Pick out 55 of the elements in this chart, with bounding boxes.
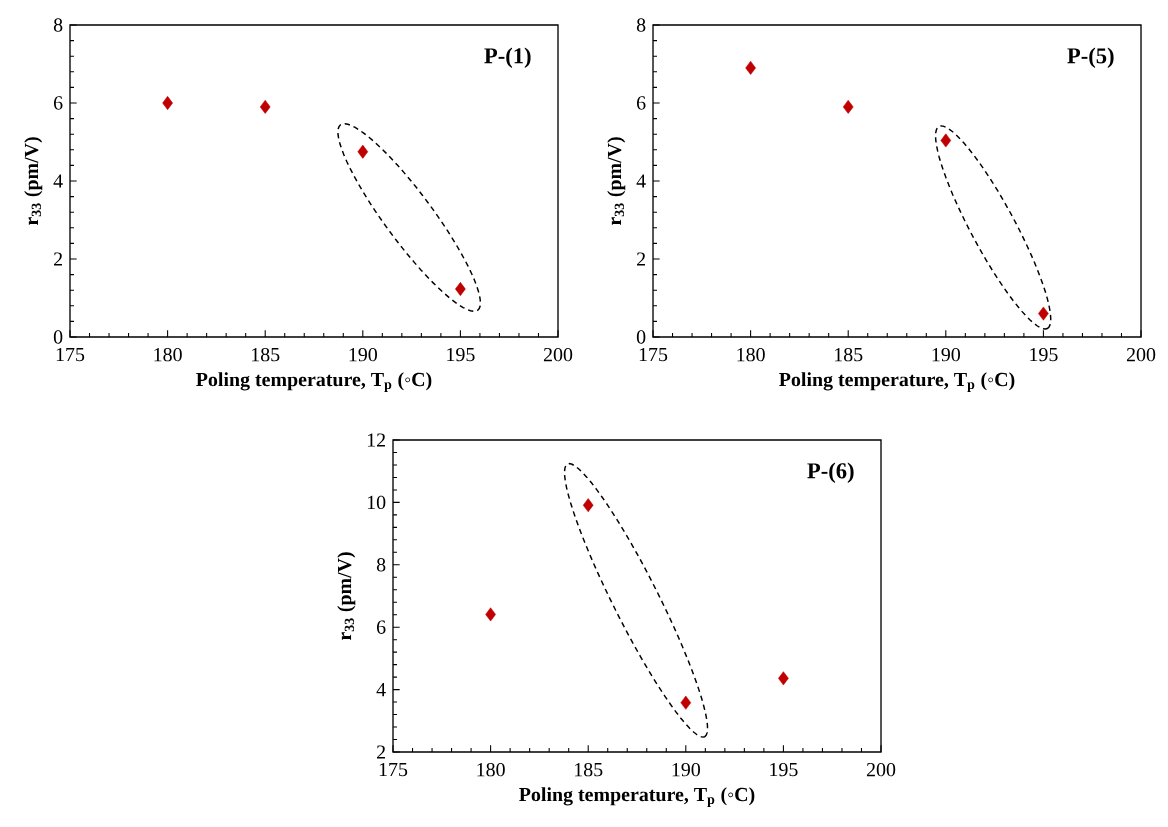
y-axis-title: r$_{33}$ (pm/V) [337, 552, 356, 641]
point [582, 498, 594, 513]
y-axis-title: r$_{33}$ (pm/V) [24, 137, 43, 226]
point [680, 695, 692, 710]
x-tick-label: 195 [770, 762, 798, 777]
y-tick-label: 0 [636, 330, 646, 344]
x-tick-label: 180 [477, 762, 505, 777]
text: P-(5) [1067, 47, 1114, 68]
x-tick-label: 190 [932, 347, 960, 362]
y-tick-label: 8 [53, 18, 63, 32]
point [842, 99, 854, 114]
y-tick-label: 2 [377, 745, 385, 759]
point [745, 60, 756, 75]
x-tick-label: 180 [154, 347, 182, 362]
x-tick-label: 200 [1126, 347, 1156, 362]
y-tick-label: 6 [636, 96, 646, 110]
y-tick-label: 4 [376, 683, 386, 697]
point [778, 671, 789, 686]
y-tick-label: 2 [637, 252, 645, 266]
point [485, 607, 496, 622]
x-tick-label: 185 [835, 347, 863, 362]
y-tick-label: 8 [376, 558, 386, 572]
x-tick-label: 175 [379, 762, 408, 777]
text: P-(1) [484, 47, 531, 68]
x-tick-label: 195 [1030, 347, 1058, 362]
x-tick-label: 190 [349, 347, 377, 362]
point [357, 144, 369, 159]
y-tick-label: 6 [376, 620, 386, 634]
x-tick-label: 190 [672, 762, 700, 777]
y-tick-label: 2 [54, 252, 62, 266]
x-tick-label: 195 [447, 347, 475, 362]
x-tick-label: 175 [639, 347, 668, 362]
y-tick-label: 0 [53, 330, 63, 344]
y-tick-label: 10 [367, 495, 386, 510]
y-axis-title: r$_{33}$ (pm/V) [607, 137, 626, 226]
point [259, 99, 271, 114]
x-axis-title: Poling temperature, T$_{p}$ (◦C) [519, 787, 755, 807]
x-tick-label: 200 [866, 762, 896, 777]
y-tick-label: 8 [636, 18, 646, 32]
point [1038, 306, 1049, 321]
y-tick-label: 4 [636, 174, 646, 188]
x-tick-label: 180 [737, 347, 765, 362]
x-axis-title: Poling temperature, T$_{p}$ (◦C) [196, 372, 432, 392]
x-axis-title: Poling temperature, T$_{p}$ (◦C) [779, 372, 1015, 392]
point [162, 96, 173, 110]
point [940, 133, 952, 148]
y-tick-label: 4 [53, 174, 63, 188]
y-tick-label: 6 [53, 96, 63, 110]
text: P-(6) [807, 462, 854, 483]
x-tick-label: 185 [575, 762, 603, 777]
x-tick-label: 185 [252, 347, 280, 362]
y-tick-label: 12 [367, 433, 385, 447]
x-tick-label: 200 [543, 347, 573, 362]
x-tick-label: 175 [56, 347, 85, 362]
point [455, 282, 466, 296]
